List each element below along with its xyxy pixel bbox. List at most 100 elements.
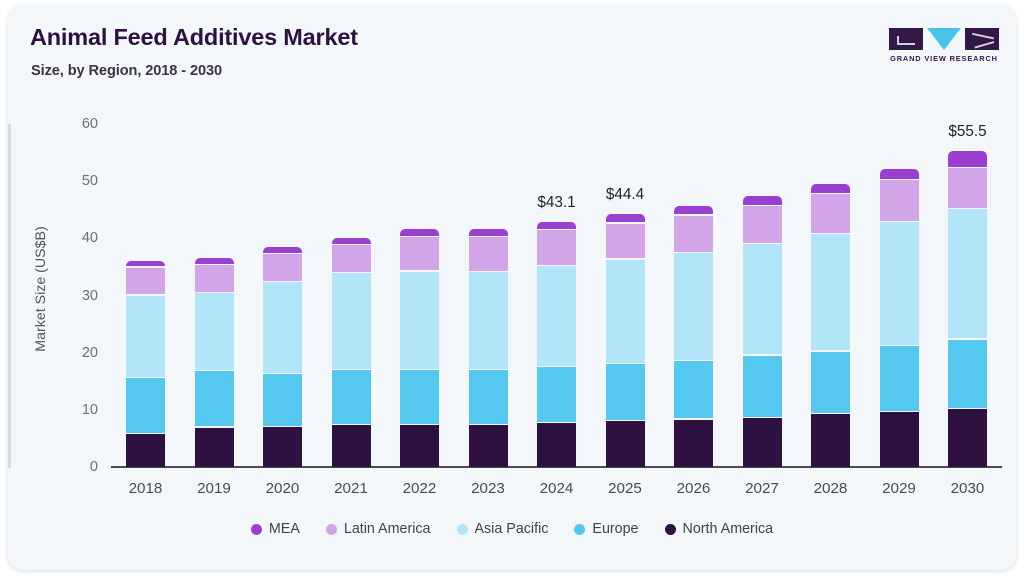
- bar-segment-mea[interactable]: [674, 206, 713, 215]
- bar-segment-europe[interactable]: [742, 355, 782, 417]
- bar-segment-asia-pacific[interactable]: [537, 266, 576, 366]
- bar-2028[interactable]: [811, 124, 850, 467]
- bar-segment-north-america[interactable]: [263, 427, 302, 467]
- legend-label: MEA: [268, 521, 300, 537]
- legend-item-europe[interactable]: Europe: [574, 521, 639, 537]
- bar-segment-latin-america[interactable]: [263, 254, 302, 282]
- y-axis-tick-labels: 0 10 20 30 40 50 60: [36, 6, 98, 570]
- bar-segment-mea[interactable]: [194, 257, 234, 264]
- bar-segment-latin-america[interactable]: [400, 237, 439, 271]
- bar-2022[interactable]: [400, 124, 439, 467]
- bar-segment-latin-america[interactable]: [605, 223, 645, 259]
- bar-segment-europe[interactable]: [263, 373, 302, 426]
- x-axis-tick-label-2026: 2026: [676, 480, 711, 497]
- bar-segment-north-america[interactable]: [331, 425, 371, 467]
- bar-segment-mea[interactable]: [948, 150, 987, 167]
- y-axis-tick-label: 60: [81, 116, 98, 132]
- bar-segment-mea[interactable]: [263, 246, 302, 254]
- bar-segment-asia-pacific[interactable]: [194, 293, 234, 370]
- bar-segment-latin-america[interactable]: [948, 168, 987, 209]
- bar-2021[interactable]: [331, 124, 371, 467]
- bar-segment-europe[interactable]: [537, 367, 576, 422]
- bar-segment-north-america[interactable]: [948, 409, 987, 467]
- bar-segment-europe[interactable]: [811, 351, 850, 414]
- bar-2026[interactable]: [674, 124, 713, 467]
- chart-card: Animal Feed Additives Market Size, by Re…: [8, 6, 1016, 570]
- bar-segment-mea[interactable]: [605, 214, 645, 223]
- bar-2025[interactable]: [605, 124, 645, 467]
- bar-segment-mea[interactable]: [742, 196, 782, 205]
- bar-segment-latin-america[interactable]: [674, 215, 713, 253]
- x-axis-tick-label-2028: 2028: [813, 480, 848, 497]
- bar-segment-mea[interactable]: [537, 221, 576, 230]
- bar-segment-europe[interactable]: [674, 361, 713, 419]
- bar-segment-europe[interactable]: [948, 339, 987, 409]
- chart-legend: MEA Latin America Asia Pacific Europe North …: [8, 521, 1016, 537]
- bar-segment-asia-pacific[interactable]: [126, 295, 165, 378]
- bar-segment-europe[interactable]: [468, 369, 508, 424]
- bar-2023[interactable]: [468, 124, 508, 467]
- legend-label: North America: [682, 521, 774, 537]
- bar-segment-north-america[interactable]: [742, 417, 782, 467]
- legend-item-mea[interactable]: MEA: [250, 521, 300, 537]
- legend-item-north-america[interactable]: North America: [664, 521, 774, 537]
- bar-segment-asia-pacific[interactable]: [811, 233, 850, 351]
- bar-segment-mea[interactable]: [331, 237, 371, 245]
- bar-segment-mea[interactable]: [879, 169, 919, 179]
- bar-segment-north-america[interactable]: [537, 423, 576, 467]
- bar-2018[interactable]: [126, 124, 165, 467]
- bar-segment-asia-pacific[interactable]: [263, 282, 302, 373]
- bar-segment-asia-pacific[interactable]: [742, 244, 782, 355]
- bar-segment-asia-pacific[interactable]: [468, 272, 508, 369]
- bar-segment-mea[interactable]: [468, 229, 508, 237]
- legend-swatch-icon: [664, 523, 676, 535]
- bar-segment-europe[interactable]: [331, 369, 371, 425]
- bar-segment-north-america[interactable]: [674, 419, 713, 467]
- bar-segment-latin-america[interactable]: [742, 205, 782, 243]
- bar-segment-asia-pacific[interactable]: [400, 271, 439, 370]
- logo-marks: [886, 28, 1002, 50]
- bar-2029[interactable]: [879, 124, 919, 467]
- bar-segment-asia-pacific[interactable]: [674, 253, 713, 361]
- bar-segment-europe[interactable]: [194, 371, 234, 427]
- bar-2030[interactable]: [948, 124, 987, 467]
- bar-segment-asia-pacific[interactable]: [879, 221, 919, 345]
- bar-segment-north-america[interactable]: [126, 434, 165, 467]
- legend-item-asia-pacific[interactable]: Asia Pacific: [456, 521, 548, 537]
- bar-segment-latin-america[interactable]: [879, 180, 919, 221]
- bar-segment-north-america[interactable]: [605, 421, 645, 467]
- bar-segment-latin-america[interactable]: [331, 245, 371, 273]
- y-axis-line: [8, 124, 11, 468]
- bar-segment-europe[interactable]: [400, 370, 439, 424]
- legend-item-latin-america[interactable]: Latin America: [325, 521, 431, 537]
- bar-segment-latin-america[interactable]: [126, 267, 165, 295]
- bar-segment-north-america[interactable]: [194, 427, 234, 467]
- x-axis-tick-label-2030: 2030: [950, 480, 985, 497]
- bar-segment-latin-america[interactable]: [194, 264, 234, 293]
- x-axis-tick-label-2023: 2023: [471, 480, 505, 497]
- bar-2024[interactable]: [537, 124, 576, 467]
- bar-segment-europe[interactable]: [605, 364, 645, 421]
- bar-segment-asia-pacific[interactable]: [948, 209, 987, 339]
- bar-segment-asia-pacific[interactable]: [605, 259, 645, 363]
- y-axis-tick-label: 30: [81, 287, 98, 304]
- bar-segment-europe[interactable]: [879, 345, 919, 411]
- bar-segment-north-america[interactable]: [879, 412, 919, 467]
- bar-2019[interactable]: [194, 124, 234, 467]
- legend-swatch-icon: [456, 523, 468, 535]
- bar-segment-mea[interactable]: [811, 183, 850, 193]
- bar-value-label-2025: $44.4: [605, 186, 645, 204]
- legend-swatch-icon: [325, 523, 337, 535]
- bar-segment-europe[interactable]: [126, 378, 165, 434]
- bar-segment-north-america[interactable]: [400, 424, 439, 467]
- bar-segment-latin-america[interactable]: [537, 230, 576, 266]
- bar-2027[interactable]: [742, 124, 782, 467]
- bar-segment-mea[interactable]: [126, 261, 165, 267]
- bar-segment-asia-pacific[interactable]: [331, 273, 371, 369]
- bar-segment-latin-america[interactable]: [811, 193, 850, 233]
- bar-segment-latin-america[interactable]: [468, 237, 508, 271]
- bar-segment-mea[interactable]: [400, 229, 439, 237]
- bar-2020[interactable]: [263, 124, 302, 467]
- bar-segment-north-america[interactable]: [811, 414, 850, 467]
- bar-segment-north-america[interactable]: [468, 424, 508, 467]
